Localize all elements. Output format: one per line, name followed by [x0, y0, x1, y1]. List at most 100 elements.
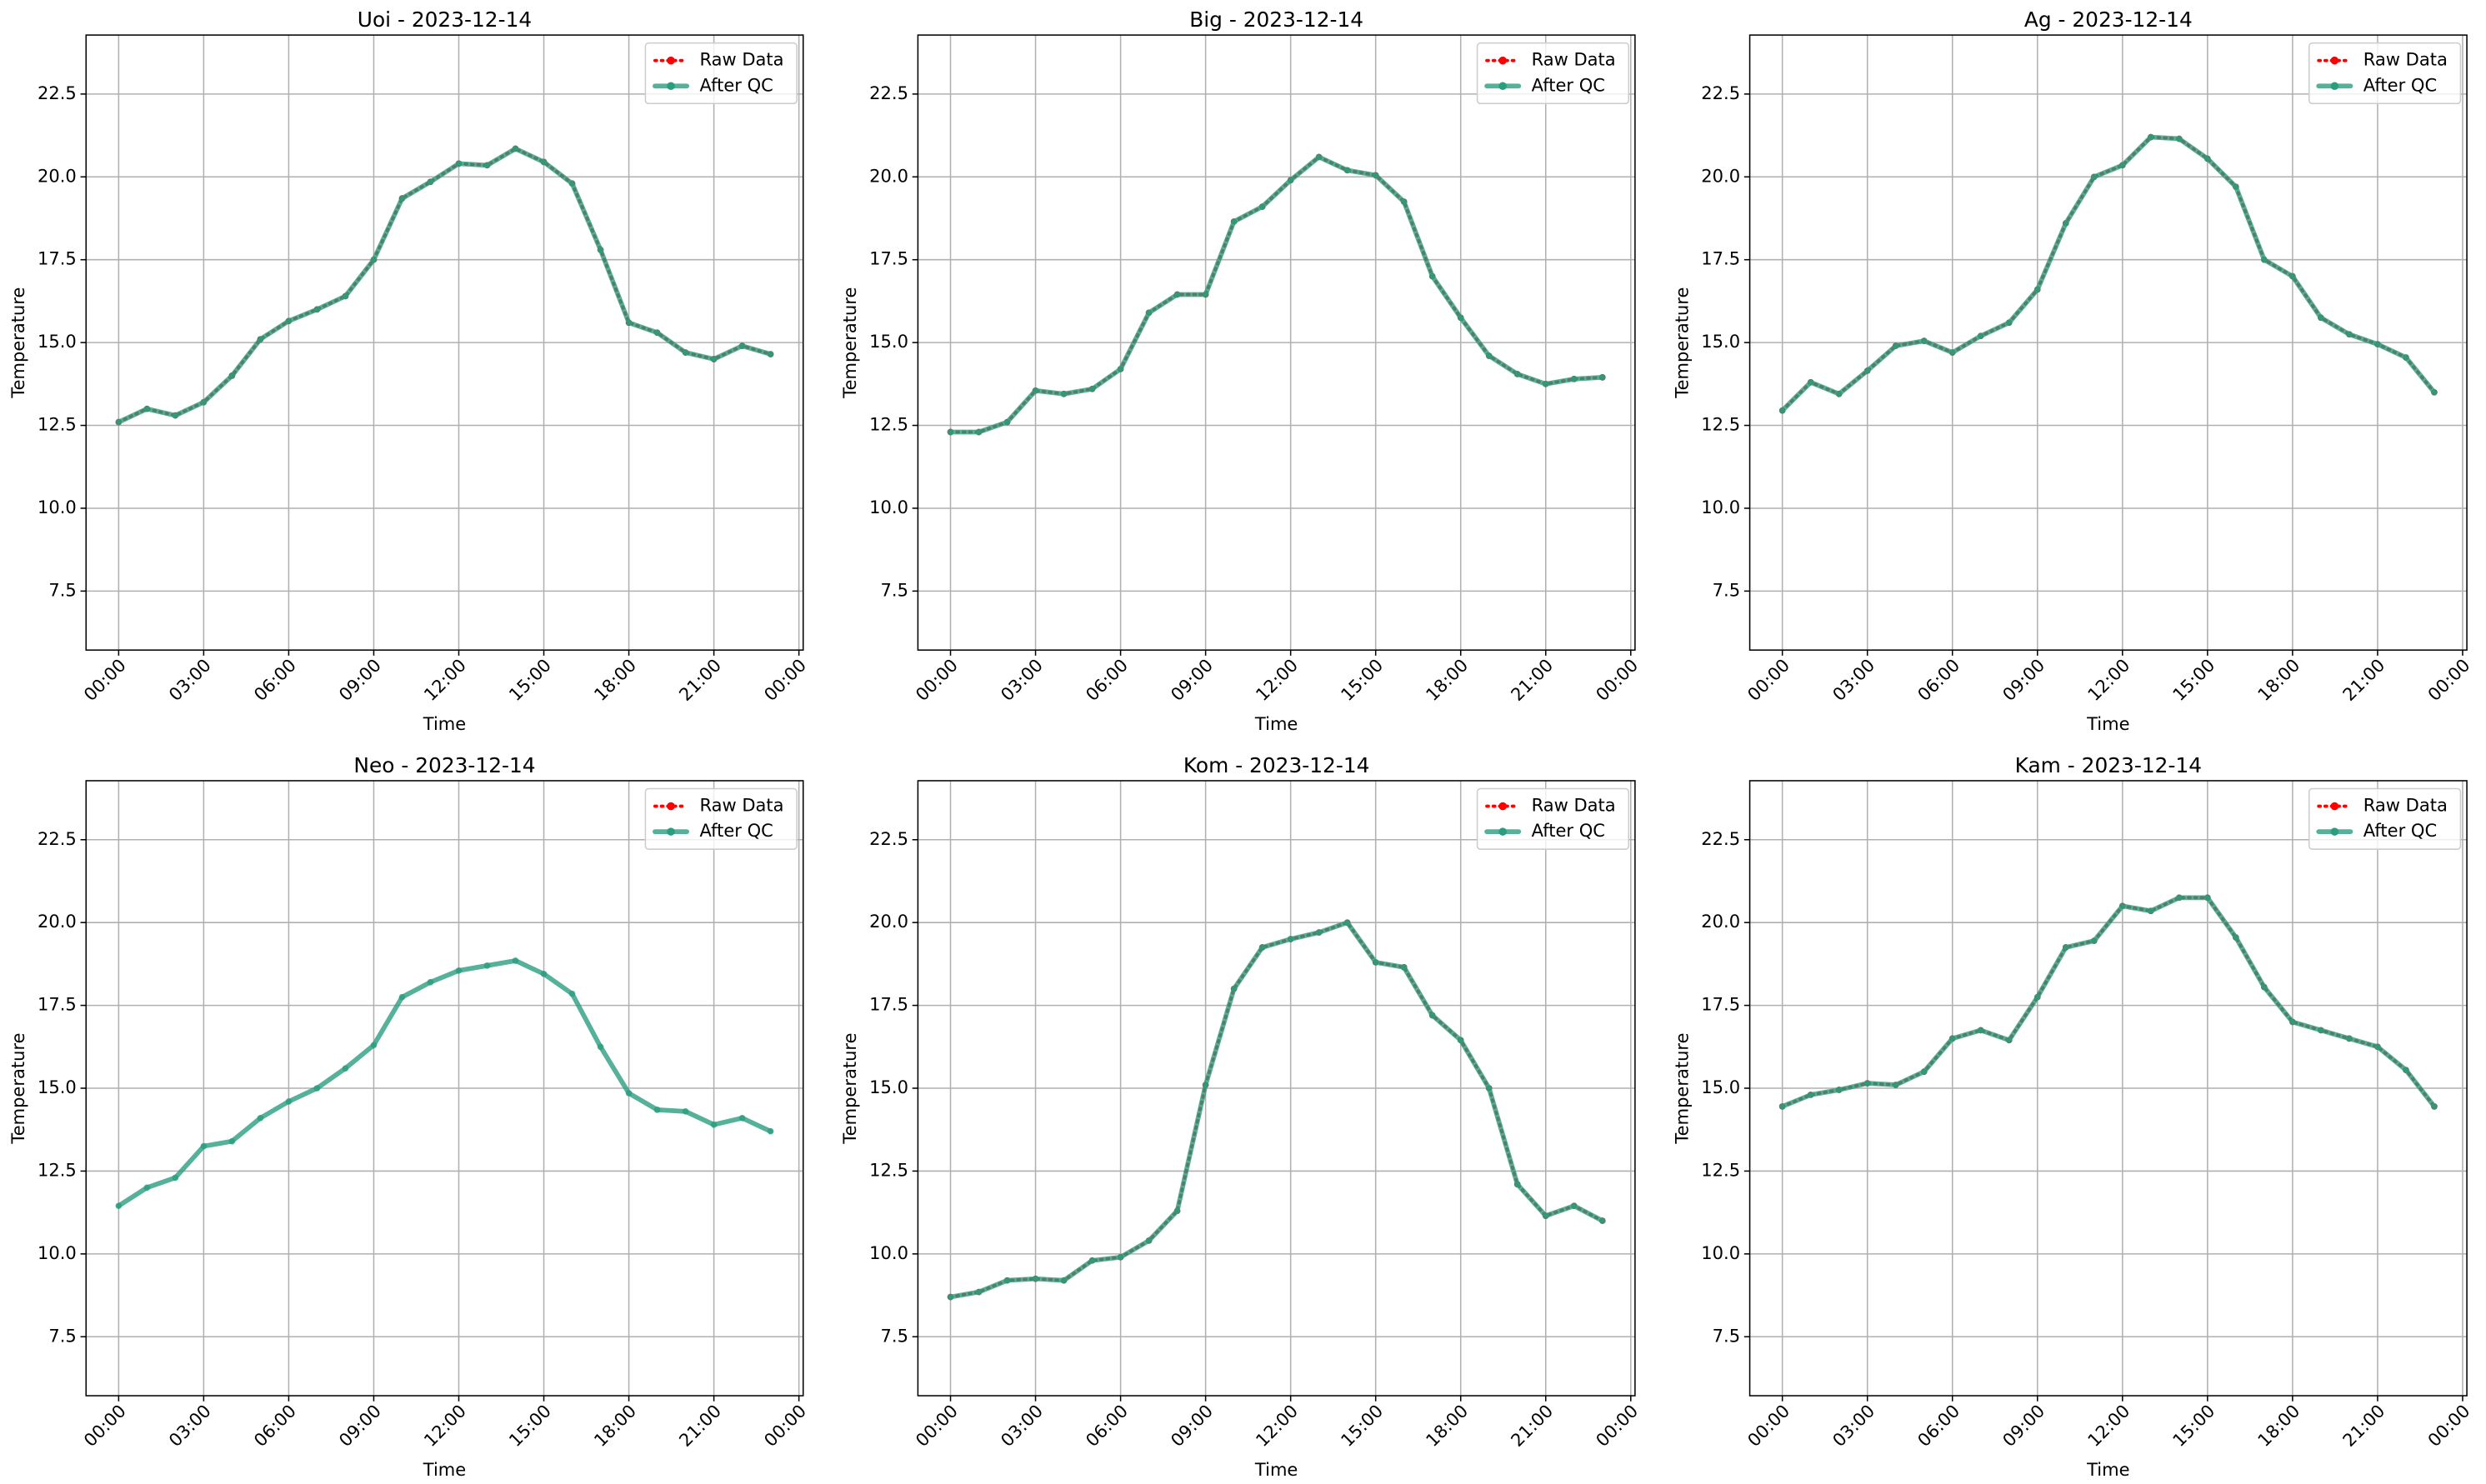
series-marker: [1892, 1082, 1899, 1088]
x-tick-label: 12:00: [420, 1400, 471, 1451]
series-marker: [653, 1107, 661, 1113]
series-marker: [2176, 135, 2183, 142]
series-line: [116, 146, 773, 425]
legend-marker: [667, 802, 675, 811]
x-tick-label: 00:00: [2423, 655, 2474, 706]
series-marker: [1428, 1012, 1436, 1019]
series-marker: [710, 356, 718, 362]
series-marker: [1513, 371, 1521, 377]
series-marker: [1835, 390, 1843, 397]
x-tick-label: 03:00: [164, 655, 215, 706]
series-marker: [1088, 385, 1096, 392]
x-tick-label: 06:00: [1082, 1400, 1133, 1451]
series-marker: [540, 970, 548, 977]
series-marker: [455, 160, 463, 167]
x-axis-label: Time: [423, 1459, 466, 1480]
series-line: [948, 921, 1604, 1299]
series-marker: [947, 428, 954, 436]
y-tick-label: 7.5: [1713, 1325, 1740, 1346]
series-marker: [427, 178, 434, 186]
axes-frame: [917, 34, 1636, 651]
series-marker: [2346, 1035, 2353, 1042]
series-marker: [1258, 944, 1266, 951]
series-marker: [767, 351, 774, 357]
series-marker: [228, 372, 236, 379]
series-marker: [398, 195, 406, 202]
series-marker: [1977, 1027, 1984, 1034]
legend-label: Raw Data: [2363, 49, 2448, 70]
series-marker: [2176, 894, 2183, 902]
series-marker: [2204, 894, 2211, 902]
legend-label: After QC: [1532, 820, 1605, 841]
series-marker: [1948, 1035, 1956, 1042]
subplot: 7.5 10.0 12.5 15.0 17.5 20.0 22.5 00:00 03:00 06:…: [8, 753, 810, 1480]
axes-frame: [917, 780, 1636, 1397]
y-axis-label: Temperature: [839, 1032, 860, 1144]
y-tick-label: 17.5: [869, 994, 908, 1015]
x-tick-label: 06:00: [1082, 655, 1133, 706]
series-marker: [2374, 1043, 2381, 1051]
x-tick-label: 00:00: [1743, 655, 1794, 706]
x-tick-label: 15:00: [1337, 655, 1388, 706]
chart-title: Ag - 2023-12-14: [2024, 7, 2193, 32]
series-marker: [625, 1090, 633, 1097]
legend-marker: [2330, 802, 2339, 811]
legend-marker: [667, 82, 675, 91]
subplot: 7.5 10.0 12.5 15.0 17.5 20.0 22.5 00:00 03:00 06:…: [839, 753, 1642, 1480]
y-tick-label: 22.5: [38, 828, 77, 849]
legend-label: Raw Data: [2363, 795, 2448, 816]
series-marker: [568, 990, 576, 997]
series-marker: [1088, 1257, 1096, 1264]
x-tick-label: 00:00: [1592, 1400, 1643, 1451]
chart-title: Kom - 2023-12-14: [1183, 753, 1370, 777]
legend: Raw Data After QC: [644, 42, 798, 105]
legend: Raw Data After QC: [644, 787, 798, 850]
series-marker: [2090, 173, 2098, 181]
series-marker: [653, 329, 661, 337]
series-marker: [2118, 162, 2126, 169]
legend: Raw Data After QC: [1476, 42, 1630, 105]
series-marker: [342, 1065, 349, 1072]
axes-frame: [85, 34, 804, 651]
legend-label: After QC: [699, 74, 773, 95]
y-axis-label: Temperature: [1671, 287, 1692, 399]
x-tick-label: 06:00: [249, 1400, 300, 1451]
series-marker: [2148, 907, 2154, 915]
series-marker: [1258, 203, 1266, 210]
series-marker: [568, 180, 576, 187]
chart-title: Big - 2023-12-14: [1189, 7, 1363, 32]
series-marker: [1457, 314, 1464, 322]
series-marker: [1948, 349, 1956, 356]
series-marker: [1343, 919, 1351, 926]
series-marker: [1202, 1082, 1209, 1088]
x-tick-label: 00:00: [1743, 1400, 1794, 1451]
series-marker: [682, 1108, 689, 1115]
y-tick-label: 20.0: [869, 911, 908, 932]
series-marker: [257, 336, 264, 342]
series-marker: [2318, 1027, 2324, 1034]
series-marker: [2033, 993, 2041, 1001]
series-marker: [1920, 1068, 1928, 1075]
chart-title: Neo - 2023-12-14: [353, 753, 535, 777]
series-marker: [1145, 1237, 1153, 1244]
series-marker: [1145, 309, 1153, 317]
x-tick-label: 18:00: [1422, 1400, 1473, 1451]
x-tick-label: 06:00: [1913, 1400, 1964, 1451]
x-tick-label: 00:00: [912, 655, 963, 706]
x-tick-label: 21:00: [675, 1400, 726, 1451]
x-tick-label: 18:00: [2253, 655, 2304, 706]
series-marker: [512, 957, 519, 964]
y-tick-label: 12.5: [1701, 1159, 1740, 1180]
legend-label: Raw Data: [1532, 795, 1616, 816]
x-tick-label: 21:00: [675, 655, 726, 706]
y-tick-label: 7.5: [48, 579, 76, 600]
legend: Raw Data After QC: [2308, 787, 2462, 850]
series-marker: [115, 1202, 123, 1210]
series-line: [1779, 895, 2437, 1109]
y-axis-label: Temperature: [839, 287, 860, 399]
series-marker: [1428, 272, 1436, 280]
series-marker: [1315, 153, 1323, 161]
x-tick-label: 09:00: [334, 655, 385, 706]
series-marker: [455, 967, 463, 974]
